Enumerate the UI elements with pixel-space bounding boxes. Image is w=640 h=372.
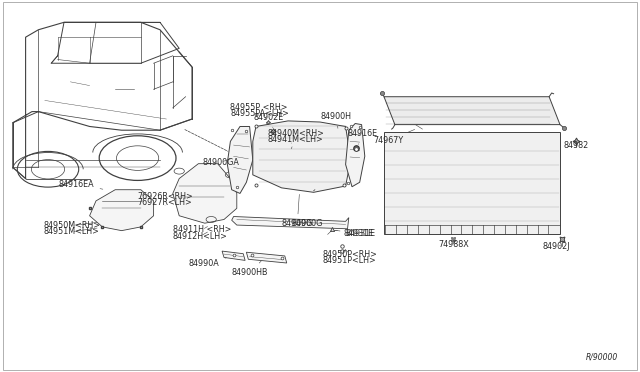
Text: 84900GA: 84900GA — [202, 158, 239, 167]
Text: R/90000: R/90000 — [586, 353, 618, 362]
Text: 84941M<LH>: 84941M<LH> — [268, 135, 323, 149]
Text: 84955P <RH>: 84955P <RH> — [230, 103, 288, 119]
Text: 84951M<LH>: 84951M<LH> — [44, 227, 99, 236]
Text: 84900G: 84900G — [291, 219, 323, 228]
Polygon shape — [384, 97, 560, 125]
Polygon shape — [222, 251, 245, 260]
Text: 84950M<RH>: 84950M<RH> — [44, 221, 100, 230]
Text: 74988X: 74988X — [438, 240, 469, 248]
Text: 84931E: 84931E — [334, 229, 373, 238]
Text: 84902E: 84902E — [253, 113, 284, 128]
Text: 84911H <RH>: 84911H <RH> — [173, 225, 231, 234]
Text: 84916EA: 84916EA — [59, 180, 103, 189]
Text: 84950P<RH>: 84950P<RH> — [323, 249, 378, 259]
Polygon shape — [90, 190, 154, 231]
Text: 84902J: 84902J — [543, 242, 570, 251]
Polygon shape — [232, 217, 349, 229]
Text: 84931E: 84931E — [334, 229, 376, 238]
Text: 76927R<LH>: 76927R<LH> — [138, 198, 193, 207]
Text: 84951P<LH>: 84951P<LH> — [323, 253, 376, 265]
Text: 84912H<LH>: 84912H<LH> — [173, 232, 228, 241]
Text: 84990A: 84990A — [189, 258, 227, 268]
Polygon shape — [346, 124, 365, 187]
Text: 84916E: 84916E — [348, 129, 378, 144]
Polygon shape — [227, 126, 253, 193]
Text: 84982: 84982 — [563, 141, 589, 150]
Text: 84900G: 84900G — [282, 194, 313, 228]
Polygon shape — [253, 121, 351, 192]
Text: 74967Y: 74967Y — [373, 129, 415, 145]
Text: 84955PA<LH>: 84955PA<LH> — [230, 109, 289, 125]
Text: 84940M<RH>: 84940M<RH> — [268, 129, 324, 143]
Text: 84900HB: 84900HB — [232, 261, 268, 277]
Text: 76926R<RH>: 76926R<RH> — [138, 192, 193, 201]
Polygon shape — [246, 252, 287, 263]
Polygon shape — [173, 164, 237, 223]
Polygon shape — [384, 132, 560, 234]
Text: 84900H: 84900H — [321, 112, 351, 128]
